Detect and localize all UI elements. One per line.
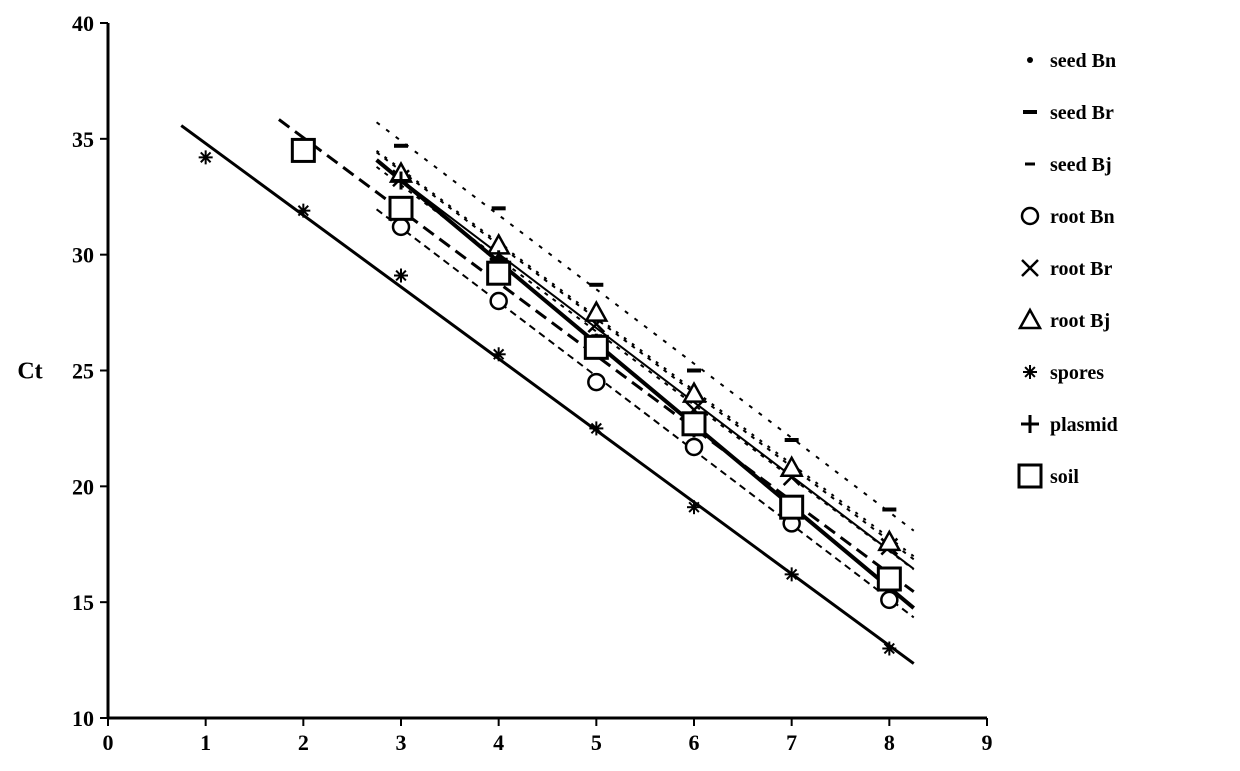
legend-item-root-bj: root Bj xyxy=(1020,310,1110,332)
svg-text:40: 40 xyxy=(72,11,94,36)
trendline-seed-bn xyxy=(377,151,914,557)
svg-text:2: 2 xyxy=(298,730,309,755)
svg-text:8: 8 xyxy=(884,730,895,755)
legend-item-plasmid: plasmid xyxy=(1021,414,1118,436)
svg-text:30: 30 xyxy=(72,243,94,268)
trendline-plasmid xyxy=(377,160,914,608)
series-seed-bj xyxy=(396,176,894,544)
svg-text:1: 1 xyxy=(200,730,211,755)
legend-item-spores: spores xyxy=(1023,362,1104,384)
trendline-spores xyxy=(181,126,914,664)
chart-container: 0 1 2 3 4 5 6 7 8 9 10 15 20 25 30 35 40 Ct seed Bn seed Br… xyxy=(0,0,1240,771)
legend-item-seed-bj: seed Bj xyxy=(1025,154,1112,176)
series-root-br xyxy=(393,170,897,554)
legend-label: seed Bn xyxy=(1050,50,1116,72)
legend-item-root-br: root Br xyxy=(1022,258,1113,280)
series-root-bj xyxy=(391,164,899,550)
legend-label: seed Bj xyxy=(1050,154,1112,176)
legend-label: plasmid xyxy=(1050,414,1118,436)
trendline-root-bn xyxy=(377,209,914,617)
svg-text:20: 20 xyxy=(72,474,94,499)
trendline-root-br xyxy=(377,161,914,569)
svg-text:3: 3 xyxy=(396,730,407,755)
svg-text:0: 0 xyxy=(103,730,114,755)
legend-item-seed-bn: seed Bn xyxy=(1027,50,1116,72)
svg-text:Ct: Ct xyxy=(17,359,42,385)
svg-text:25: 25 xyxy=(72,359,94,384)
svg-text:5: 5 xyxy=(591,730,602,755)
svg-text:6: 6 xyxy=(689,730,700,755)
legend-label: root Br xyxy=(1050,258,1113,280)
series-spores xyxy=(199,150,897,655)
svg-text:9: 9 xyxy=(982,730,993,755)
svg-text:35: 35 xyxy=(72,127,94,152)
ct-scatter-chart: 0 1 2 3 4 5 6 7 8 9 10 15 20 25 30 35 40 Ct seed Bn seed Br… xyxy=(0,0,1240,771)
legend-item-root-bn: root Bn xyxy=(1022,206,1115,228)
svg-text:7: 7 xyxy=(786,730,797,755)
trendline-root-bj xyxy=(377,152,914,559)
legend-label: spores xyxy=(1050,362,1104,384)
svg-text:4: 4 xyxy=(493,730,504,755)
legend-label: root Bj xyxy=(1050,310,1110,332)
legend-item-seed-br: seed Br xyxy=(1023,102,1114,124)
svg-text:15: 15 xyxy=(72,590,94,615)
svg-text:10: 10 xyxy=(72,706,94,731)
legend-item-soil: soil xyxy=(1019,465,1079,488)
legend-label: soil xyxy=(1050,466,1079,488)
legend-label: seed Br xyxy=(1050,102,1114,124)
legend-label: root Bn xyxy=(1050,206,1115,228)
